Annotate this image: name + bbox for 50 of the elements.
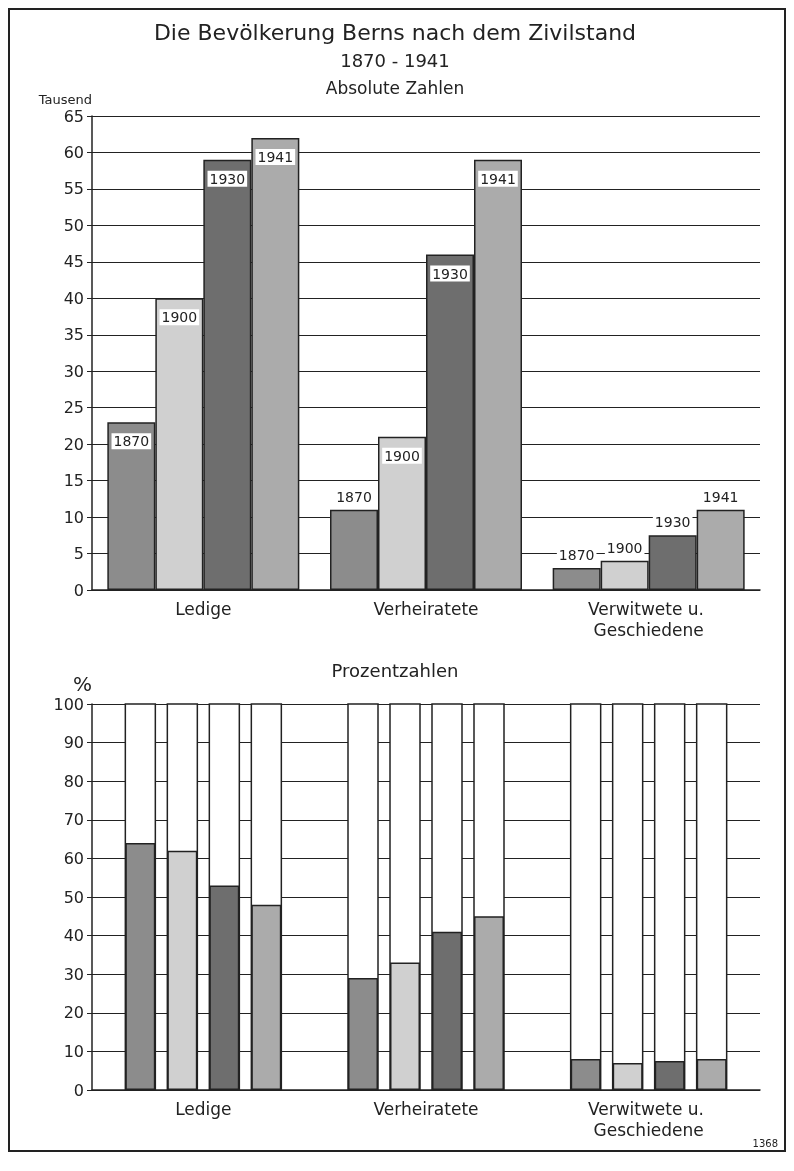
text: 1900 — [384, 447, 420, 464]
y-tick-label: 15 — [63, 471, 84, 491]
y-tick-label: 35 — [63, 325, 84, 345]
y-tick-label: 70 — [63, 810, 84, 830]
y-tick-label: 25 — [63, 398, 84, 418]
x-tick-label: Ledige — [175, 1098, 232, 1119]
y-tick-label: 0 — [73, 580, 84, 600]
x-tick-label: Verwitwete u. Geschiedene — [587, 598, 710, 640]
y-tick-label: 50 — [63, 887, 84, 907]
y-tick-label: 45 — [63, 252, 84, 272]
y-tick-label: 0 — [73, 1080, 84, 1100]
y-tick-label: 40 — [63, 926, 84, 946]
series-label: 1930 — [209, 170, 246, 187]
y-tick-label: 20 — [63, 1003, 84, 1023]
y-tick-label: 60 — [63, 848, 84, 868]
text: 1941 — [257, 148, 294, 165]
y-tick-label: 60 — [63, 142, 84, 162]
text: Absolute Zahlen — [325, 77, 465, 98]
text: 1941 — [702, 488, 739, 505]
y-axis-title: % — [72, 672, 92, 696]
y-tick-label: 30 — [63, 964, 84, 984]
text: 1368 — [752, 1137, 778, 1149]
y-tick-label: 80 — [63, 771, 84, 791]
y-tick-label: 5 — [73, 544, 84, 564]
y-tick-label: 50 — [63, 215, 84, 235]
y-axis-title: Tausend — [37, 92, 92, 107]
series-label: 1941 — [480, 170, 516, 187]
text: 1870 — [558, 547, 595, 564]
y-tick-label: 90 — [63, 733, 84, 753]
x-tick-label: Verwitwete u. Geschiedene — [587, 1098, 710, 1140]
x-tick-label: Ledige — [175, 598, 232, 619]
y-tick-label: 65 — [63, 106, 84, 126]
text: 1930 — [654, 514, 691, 531]
chart-title: Die Bevölkerung Berns nach dem Zivilstand — [153, 19, 637, 45]
y-tick-label: 100 — [53, 694, 84, 714]
text: 1930 — [432, 265, 468, 282]
text: 1870 — [336, 488, 372, 505]
y-tick-label: 10 — [63, 507, 84, 527]
y-tick-label: 55 — [63, 179, 84, 199]
text: 1900 — [606, 539, 643, 556]
y-tick-label: 20 — [63, 434, 84, 454]
x-tick-label: Verheiratete — [373, 598, 479, 619]
y-tick-label: 10 — [63, 1041, 84, 1061]
series-label: 1870 — [113, 433, 150, 450]
y-tick-label: 40 — [63, 288, 84, 308]
series-label: 1900 — [161, 309, 198, 326]
chart-subtitle: 1870 - 1941 — [340, 49, 450, 71]
chart-title: Prozentzahlen — [331, 659, 459, 681]
y-tick-label: 30 — [63, 361, 84, 381]
x-tick-label: Verheiratete — [373, 1098, 479, 1119]
